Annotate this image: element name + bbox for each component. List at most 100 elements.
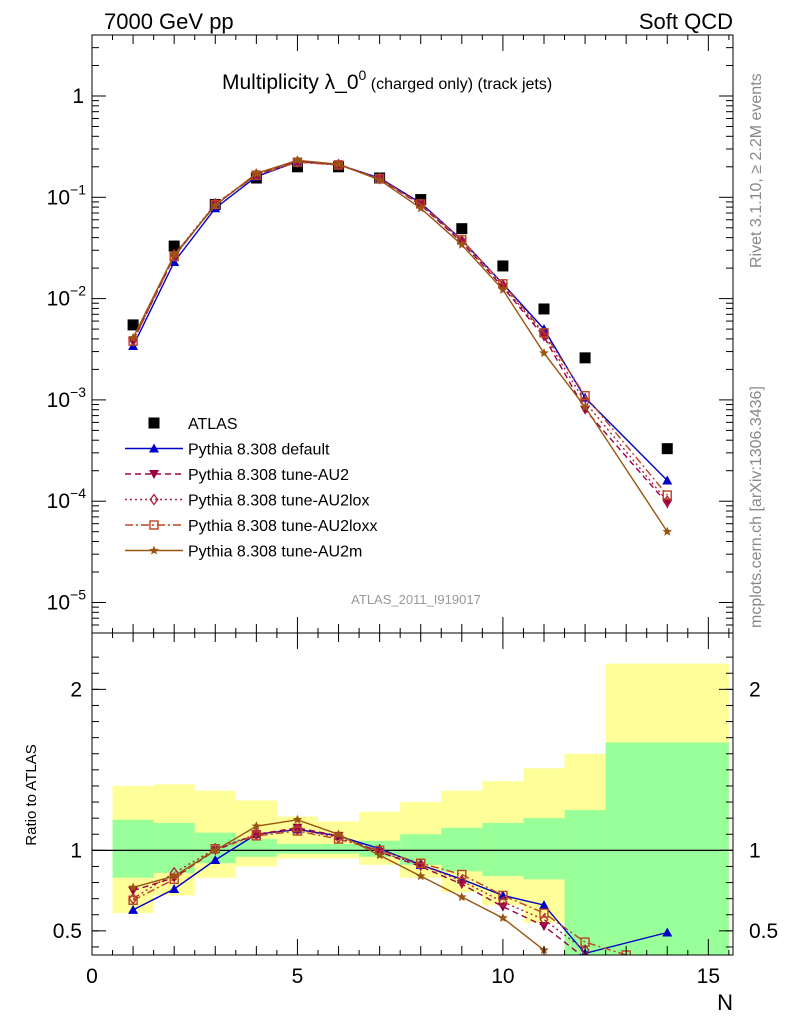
ratio-y-tick-label-right: 0.5	[749, 920, 778, 943]
series-1	[128, 156, 673, 485]
series-5	[128, 155, 672, 536]
y-tick-label: 10−5	[47, 587, 87, 615]
legend: ATLAS Pythia 8.308 default Pythia 8.308 tu…	[125, 416, 377, 561]
ratio-point	[333, 829, 344, 839]
ratio-point	[210, 845, 220, 855]
data-point	[456, 223, 468, 235]
legend-entry: ATLAS	[148, 416, 238, 433]
legend-marker	[149, 470, 159, 479]
data-point	[375, 172, 385, 185]
ratio-point	[580, 944, 590, 955]
ratio-axes: 0.5 0.5 1 1 2 2 0 5 10 15	[53, 633, 778, 988]
green-band	[317, 843, 360, 854]
legend-marker	[149, 493, 159, 506]
data-point	[662, 490, 672, 500]
data-point	[168, 240, 180, 252]
data-point	[539, 328, 549, 338]
green-band	[605, 742, 729, 955]
ratio-plot-content	[92, 663, 733, 955]
ratio-y-tick-label: 0.5	[53, 920, 82, 943]
green-band	[112, 819, 154, 878]
data-point	[498, 284, 508, 294]
legend-label: Pythia 8.308 tune-AU2m	[188, 544, 362, 561]
green-band	[482, 822, 524, 877]
ratio-point	[498, 913, 508, 922]
ratio-y-tick-label: 1	[70, 839, 82, 862]
data-point	[538, 303, 550, 315]
ratio-point	[498, 890, 508, 901]
x-tick-label: 15	[697, 965, 720, 988]
x-axis-label: N	[717, 990, 733, 1015]
y-tick-exp: −4	[70, 485, 86, 501]
y-tick-base: 10	[47, 490, 70, 513]
main-axes: 10−510−410−310−210−11	[47, 34, 733, 633]
y-tick-base: 10	[47, 186, 70, 209]
data-point	[333, 159, 344, 169]
green-band	[235, 839, 277, 857]
ratio-point	[210, 855, 221, 865]
y-tick-label: 10−4	[47, 485, 87, 513]
green-band	[153, 822, 195, 873]
ratio-point	[128, 886, 139, 896]
ratio-point	[539, 908, 549, 918]
data-point	[497, 260, 509, 272]
ratio-point	[416, 858, 426, 868]
data-point	[662, 526, 672, 536]
y-tick-label: 1	[72, 85, 84, 108]
ratio-point	[538, 900, 549, 910]
ratio-point	[539, 913, 549, 926]
data-point	[128, 332, 138, 342]
ratio-point	[292, 823, 303, 833]
y-tick-label: 10−1	[47, 181, 87, 209]
data-point	[539, 328, 549, 341]
ratio-point	[128, 882, 138, 892]
ratio-point	[538, 922, 549, 932]
data-point	[374, 175, 385, 185]
data-point	[662, 475, 673, 485]
ratio-y-tick-label-right: 1	[749, 839, 761, 862]
legend-entry: Pythia 8.308 tune-AU2lox	[125, 493, 369, 510]
y-tick-exp: −1	[70, 181, 86, 197]
y-tick-exp: −5	[70, 587, 86, 603]
ratio-y-tick-label-right: 2	[749, 678, 761, 701]
ratio-point	[251, 821, 262, 831]
legend-label: Pythia 8.308 tune-AU2loxx	[188, 518, 377, 535]
header-left: 7000 GeV pp	[104, 9, 234, 34]
y-tick-base: 10	[47, 288, 70, 311]
green-band	[523, 818, 565, 880]
ratio-point	[128, 904, 139, 914]
data-point	[579, 352, 591, 364]
y-tick-base: 10	[47, 592, 70, 615]
data-point	[662, 499, 673, 509]
legend-entry: Pythia 8.308 tune-AU2loxx	[125, 518, 377, 535]
green-band	[441, 827, 483, 872]
ratio-plot-frame	[91, 632, 734, 956]
data-point	[580, 391, 590, 401]
ratio-point	[292, 826, 303, 836]
mcplots-side-label: mcplots.cern.ch [arXiv:1306.3436]	[748, 386, 765, 628]
data-point	[539, 348, 549, 358]
ratio-point	[251, 831, 262, 841]
legend-entry: Pythia 8.308 default	[125, 442, 330, 459]
chart-title-rest: (charged only) (track jets)	[366, 76, 552, 93]
main-plot-content	[127, 155, 673, 536]
rivet-side-label: Rivet 3.1.10, ≥ 2.2M events	[748, 73, 765, 268]
legend-label: Pythia 8.308 tune-AU2lox	[188, 493, 369, 510]
ratio-point	[128, 895, 138, 905]
header-right: Soft QCD	[639, 9, 733, 34]
data-point	[292, 155, 303, 165]
ratio-point	[169, 871, 179, 881]
x-tick-label: 10	[491, 965, 514, 988]
y-tick-base: 10	[47, 389, 70, 412]
x-tick-label: 5	[292, 965, 304, 988]
ratio-point	[457, 892, 467, 902]
analysis-tag: ATLAS_2011_I919017	[351, 592, 481, 607]
legend-marker	[148, 417, 160, 429]
x-tick-label: 0	[86, 965, 98, 988]
chart-title-main: Multiplicity λ_0	[222, 71, 359, 94]
data-point	[416, 203, 426, 213]
data-point	[127, 319, 139, 331]
chart-title: Multiplicity λ_00 (charged only) (track …	[222, 67, 552, 94]
ratio-point	[374, 850, 385, 860]
chart-title-sup: 0	[359, 67, 367, 83]
